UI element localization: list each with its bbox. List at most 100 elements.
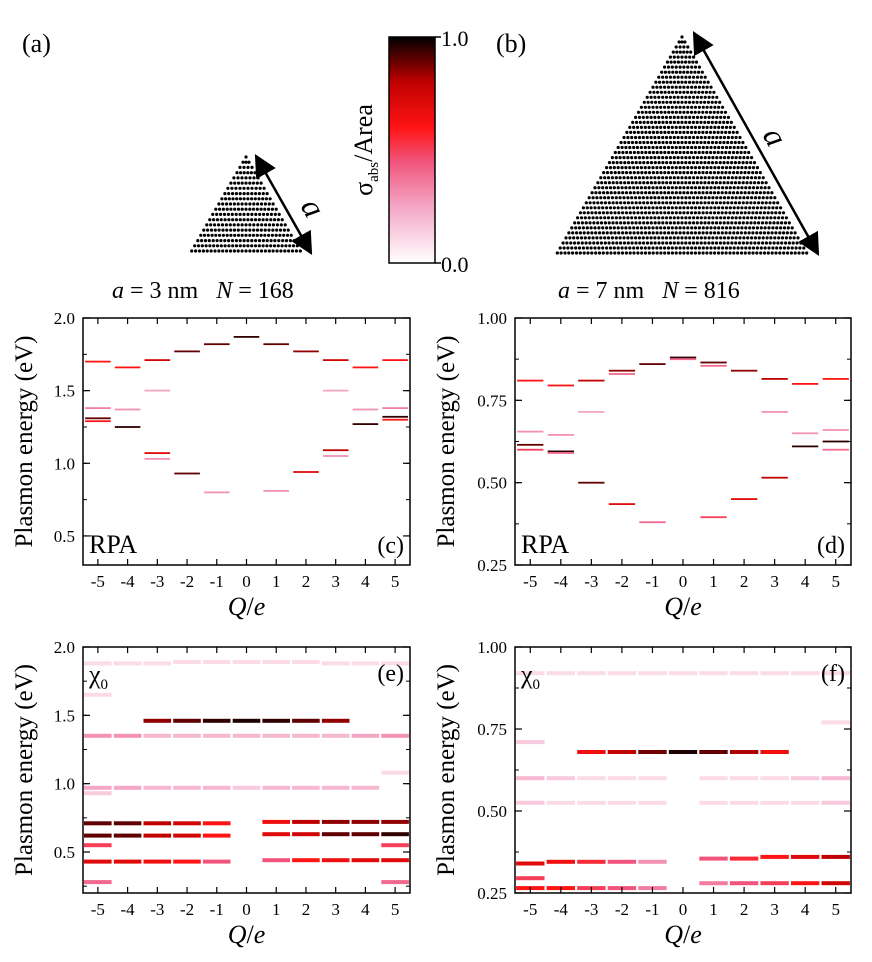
lattice-atom (624, 186, 628, 190)
plasmon-line (262, 858, 290, 863)
lattice-atom (670, 251, 675, 255)
lattice-atom (701, 191, 705, 195)
lattice-atom (632, 251, 636, 255)
lattice-atom (697, 110, 701, 114)
lattice-atom (601, 251, 605, 255)
lattice-atom (686, 90, 690, 94)
lattice-atom (670, 171, 675, 175)
lattice-atom (265, 192, 269, 196)
lattice-atom (622, 241, 627, 245)
plasmon-line (638, 776, 667, 781)
lattice-atom (571, 231, 575, 235)
lattice-atom (663, 145, 667, 150)
plasmon-line (144, 458, 171, 460)
lattice-atom (759, 186, 763, 190)
lattice-atom (254, 239, 258, 243)
lattice-atom (674, 45, 678, 49)
plasmon-line (232, 660, 261, 664)
lattice-atom (217, 249, 221, 253)
lattice-atom (742, 236, 746, 240)
lattice-atom (576, 236, 580, 240)
lattice-atom (637, 216, 642, 220)
lattice-atom (624, 231, 629, 235)
lattice-atom (236, 176, 240, 180)
plasmon-line (321, 733, 350, 738)
plasmon-line (322, 389, 349, 392)
lattice-atom (746, 176, 750, 180)
lattice-atom (703, 201, 707, 205)
lattice-atom (642, 201, 646, 205)
lattice-atom (730, 216, 734, 220)
lattice-atom (736, 145, 740, 150)
lattice-atom (678, 125, 682, 129)
lattice-atom (606, 216, 611, 220)
plasmon-line (351, 858, 380, 863)
lattice-atom (645, 201, 650, 205)
panel-label: (f) (821, 661, 845, 687)
lattice-atom (626, 156, 630, 160)
lattice-atom (717, 166, 721, 170)
lattice-atom (717, 186, 721, 190)
lattice-atom (615, 241, 619, 245)
lattice-atom (699, 241, 703, 245)
lattice-atom (248, 249, 252, 253)
lattice-atom (605, 166, 609, 170)
lattice-atom (641, 176, 645, 180)
lattice-atom (659, 226, 663, 230)
lattice-atom (649, 201, 654, 205)
plasmon-line (143, 833, 172, 838)
lattice-atom (635, 246, 640, 250)
lattice-atom (555, 251, 559, 255)
lattice-atom (657, 176, 661, 180)
lattice-atom (619, 161, 623, 165)
lattice-atom (276, 244, 280, 248)
lattice-atom (674, 186, 678, 190)
lattice-atom (671, 70, 675, 74)
lattice-atom (708, 90, 712, 94)
lattice-atom (267, 249, 271, 253)
lattice-atom (709, 105, 713, 109)
lattice-atom (682, 206, 686, 210)
lattice-atom (694, 60, 699, 64)
lattice-atom (697, 206, 702, 210)
lattice-atom (620, 206, 624, 210)
lattice-atom (670, 191, 675, 195)
lattice-atom (688, 161, 692, 165)
lattice-atom (619, 241, 623, 245)
lattice-atom (734, 196, 738, 200)
lattice-atom (692, 156, 696, 160)
lattice-atom (783, 221, 788, 225)
plasmon-line (577, 776, 606, 781)
lattice-atom (716, 251, 721, 255)
lattice-atom (728, 150, 732, 155)
lattice-atom (748, 206, 752, 210)
lattice-atom (747, 191, 751, 195)
lattice-atom (657, 115, 661, 119)
plasmon-line (760, 776, 789, 781)
lattice-atom (645, 176, 649, 180)
lattice-atom (587, 236, 591, 240)
lattice-atom (648, 90, 652, 94)
lattice-atom (670, 105, 674, 109)
lattice-atom (636, 251, 640, 255)
lattice-atom (753, 201, 757, 205)
lattice-atom (741, 241, 746, 245)
lattice-atom (709, 231, 713, 235)
lattice-atom (757, 196, 761, 200)
lattice-atom (664, 196, 669, 200)
lattice-atom (692, 135, 696, 140)
lattice-atom (697, 125, 702, 129)
lattice-atom (743, 251, 747, 255)
plasmon-line (699, 800, 728, 805)
lattice-atom (697, 166, 702, 170)
lattice-atom (601, 206, 605, 210)
y-tick-label: 1.5 (54, 706, 75, 725)
lattice-atom (701, 150, 705, 155)
lattice-atom (714, 140, 718, 145)
lattice-atom (225, 228, 229, 232)
edge-symbol-large: a (756, 121, 795, 153)
lattice-atom (288, 239, 292, 243)
plasmon-line (381, 832, 409, 837)
lattice-atom (278, 228, 283, 232)
lattice-atom (791, 241, 795, 245)
